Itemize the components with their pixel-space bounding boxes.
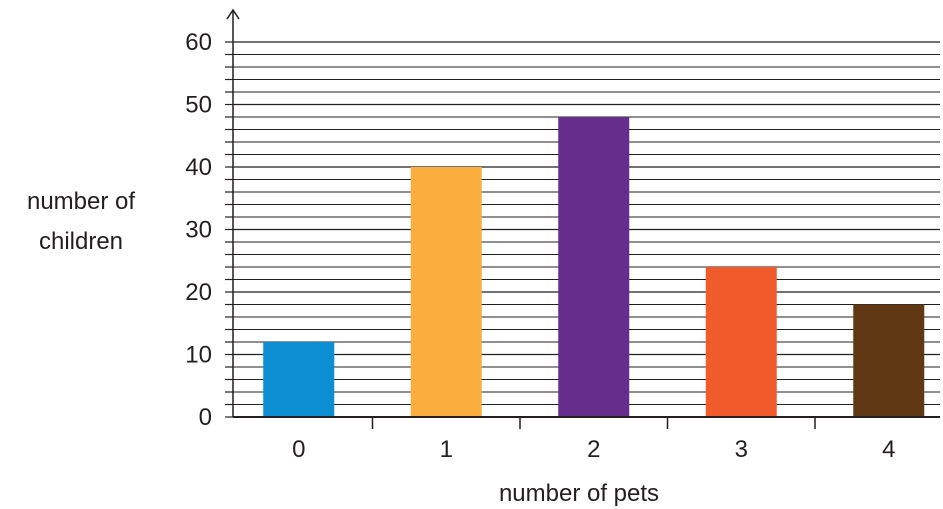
- y-tick-label: 50: [185, 92, 212, 119]
- y-tick-label: 60: [185, 29, 212, 56]
- tick-labels: 0 10 20 30 40 50 60 0 1 2 3 4: [185, 29, 895, 463]
- axes: [225, 8, 940, 429]
- bar-0: [263, 342, 335, 417]
- bar-1: [410, 167, 482, 417]
- y-axis-arrow-icon: [226, 8, 240, 20]
- x-tick-label: 1: [440, 436, 453, 463]
- bars: [263, 117, 925, 417]
- y-tick-label: 10: [185, 342, 212, 369]
- y-tick-label: 20: [185, 279, 212, 306]
- x-tick-label: 0: [292, 436, 305, 463]
- y-tick-label: 40: [185, 154, 212, 181]
- y-axis-title-line1: number of: [27, 188, 135, 215]
- x-tick-label: 2: [587, 436, 600, 463]
- bar-3: [705, 267, 777, 417]
- bar-2: [558, 117, 630, 417]
- y-axis-title-line2: children: [39, 228, 123, 255]
- x-axis-title: number of pets: [499, 480, 659, 507]
- x-tick-label: 4: [882, 436, 895, 463]
- y-tick-label: 0: [199, 404, 212, 431]
- y-tick-label: 30: [185, 217, 212, 244]
- x-tick-label: 3: [735, 436, 748, 463]
- bar-4: [853, 304, 925, 417]
